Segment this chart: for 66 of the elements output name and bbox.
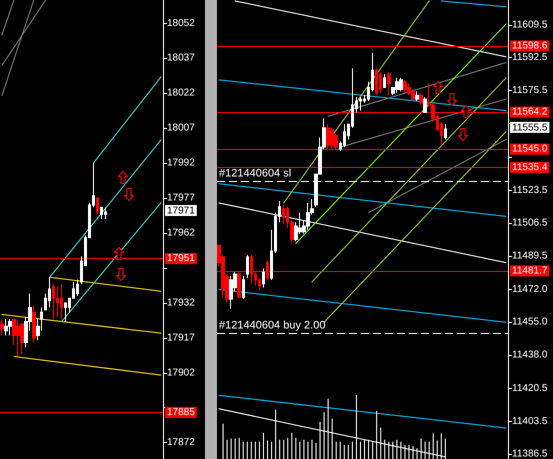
y-tick-label: 18007 bbox=[167, 122, 196, 134]
y-tick-label: 11472.0 bbox=[512, 284, 548, 296]
candlestick bbox=[282, 204, 285, 225]
candlestick bbox=[242, 276, 245, 300]
candlestick bbox=[16, 318, 20, 357]
ref-line-label: 11545.0 bbox=[512, 144, 548, 155]
candlestick bbox=[399, 77, 403, 92]
candlestick bbox=[0, 318, 4, 336]
candlestick bbox=[48, 276, 51, 308]
y-tick-label: 17962 bbox=[167, 227, 196, 238]
y-tick-label: 18022 bbox=[167, 88, 196, 99]
candlestick bbox=[32, 304, 36, 344]
y-tick-label: 11386.5 bbox=[512, 448, 548, 459]
candlestick bbox=[444, 124, 447, 140]
candlestick bbox=[20, 323, 24, 355]
y-tick-label: 18037 bbox=[167, 52, 196, 64]
candlestick bbox=[395, 77, 399, 94]
ref-line-label: 11481.7 bbox=[512, 265, 548, 276]
candlestick bbox=[246, 254, 249, 278]
candlestick bbox=[375, 68, 378, 96]
ref-line-label: #121440604 buy 2.00 bbox=[219, 319, 326, 332]
y-tick-label: 11403.5 bbox=[512, 416, 548, 427]
y-tick-label: 11455.0 bbox=[512, 316, 548, 328]
candlestick bbox=[8, 318, 12, 336]
candlestick bbox=[423, 96, 427, 114]
candlestick bbox=[96, 198, 99, 215]
candlestick bbox=[229, 276, 233, 310]
ref-line-label: #121440604 sl bbox=[219, 168, 292, 180]
ref-line-label: 17885 bbox=[167, 406, 196, 418]
candlestick bbox=[379, 72, 382, 94]
candlestick bbox=[403, 79, 407, 94]
y-tick-label: 17992 bbox=[167, 158, 196, 169]
ref-line-label: 17951 bbox=[167, 253, 196, 264]
candlestick bbox=[419, 92, 423, 106]
candlestick bbox=[359, 96, 362, 112]
y-tick-label: 18052 bbox=[167, 18, 196, 29]
candlestick bbox=[56, 286, 59, 318]
candlestick bbox=[104, 206, 107, 220]
text: 17971 bbox=[167, 206, 196, 217]
y-tick-label: 11438.0 bbox=[512, 349, 548, 360]
candlestick bbox=[383, 74, 386, 88]
y-tick-label: 11506.5 bbox=[512, 218, 548, 229]
y-tick-label: 11609.5 bbox=[512, 20, 548, 31]
y-tick-label: 11489.5 bbox=[512, 250, 548, 262]
ref-line-label: 11535.4 bbox=[512, 162, 548, 174]
text: 11555.5 bbox=[512, 122, 548, 134]
ref-line-label: 11598.6 bbox=[512, 40, 548, 52]
y-tick-label: 11575.5 bbox=[512, 84, 548, 96]
candlestick bbox=[52, 284, 55, 320]
y-tick-label: 11523.5 bbox=[512, 184, 548, 196]
y-tick-label: 17872 bbox=[167, 437, 196, 448]
candlestick bbox=[76, 279, 79, 296]
candlestick bbox=[4, 318, 8, 336]
y-tick-label: 11420.5 bbox=[512, 383, 548, 394]
y-tick-label: 11592.5 bbox=[512, 52, 548, 64]
candlestick bbox=[387, 72, 391, 96]
y-tick-label: 17932 bbox=[167, 297, 196, 308]
candlestick bbox=[100, 206, 103, 220]
candlestick bbox=[415, 90, 419, 102]
ref-line-label: 11564.2 bbox=[512, 106, 548, 118]
candlestick bbox=[343, 124, 346, 148]
candlestick bbox=[262, 268, 265, 288]
y-tick-label: 17917 bbox=[167, 332, 196, 344]
candlestick bbox=[60, 284, 63, 320]
y-tick-label: 17902 bbox=[167, 367, 196, 378]
y-tick-label: 17977 bbox=[167, 192, 196, 204]
